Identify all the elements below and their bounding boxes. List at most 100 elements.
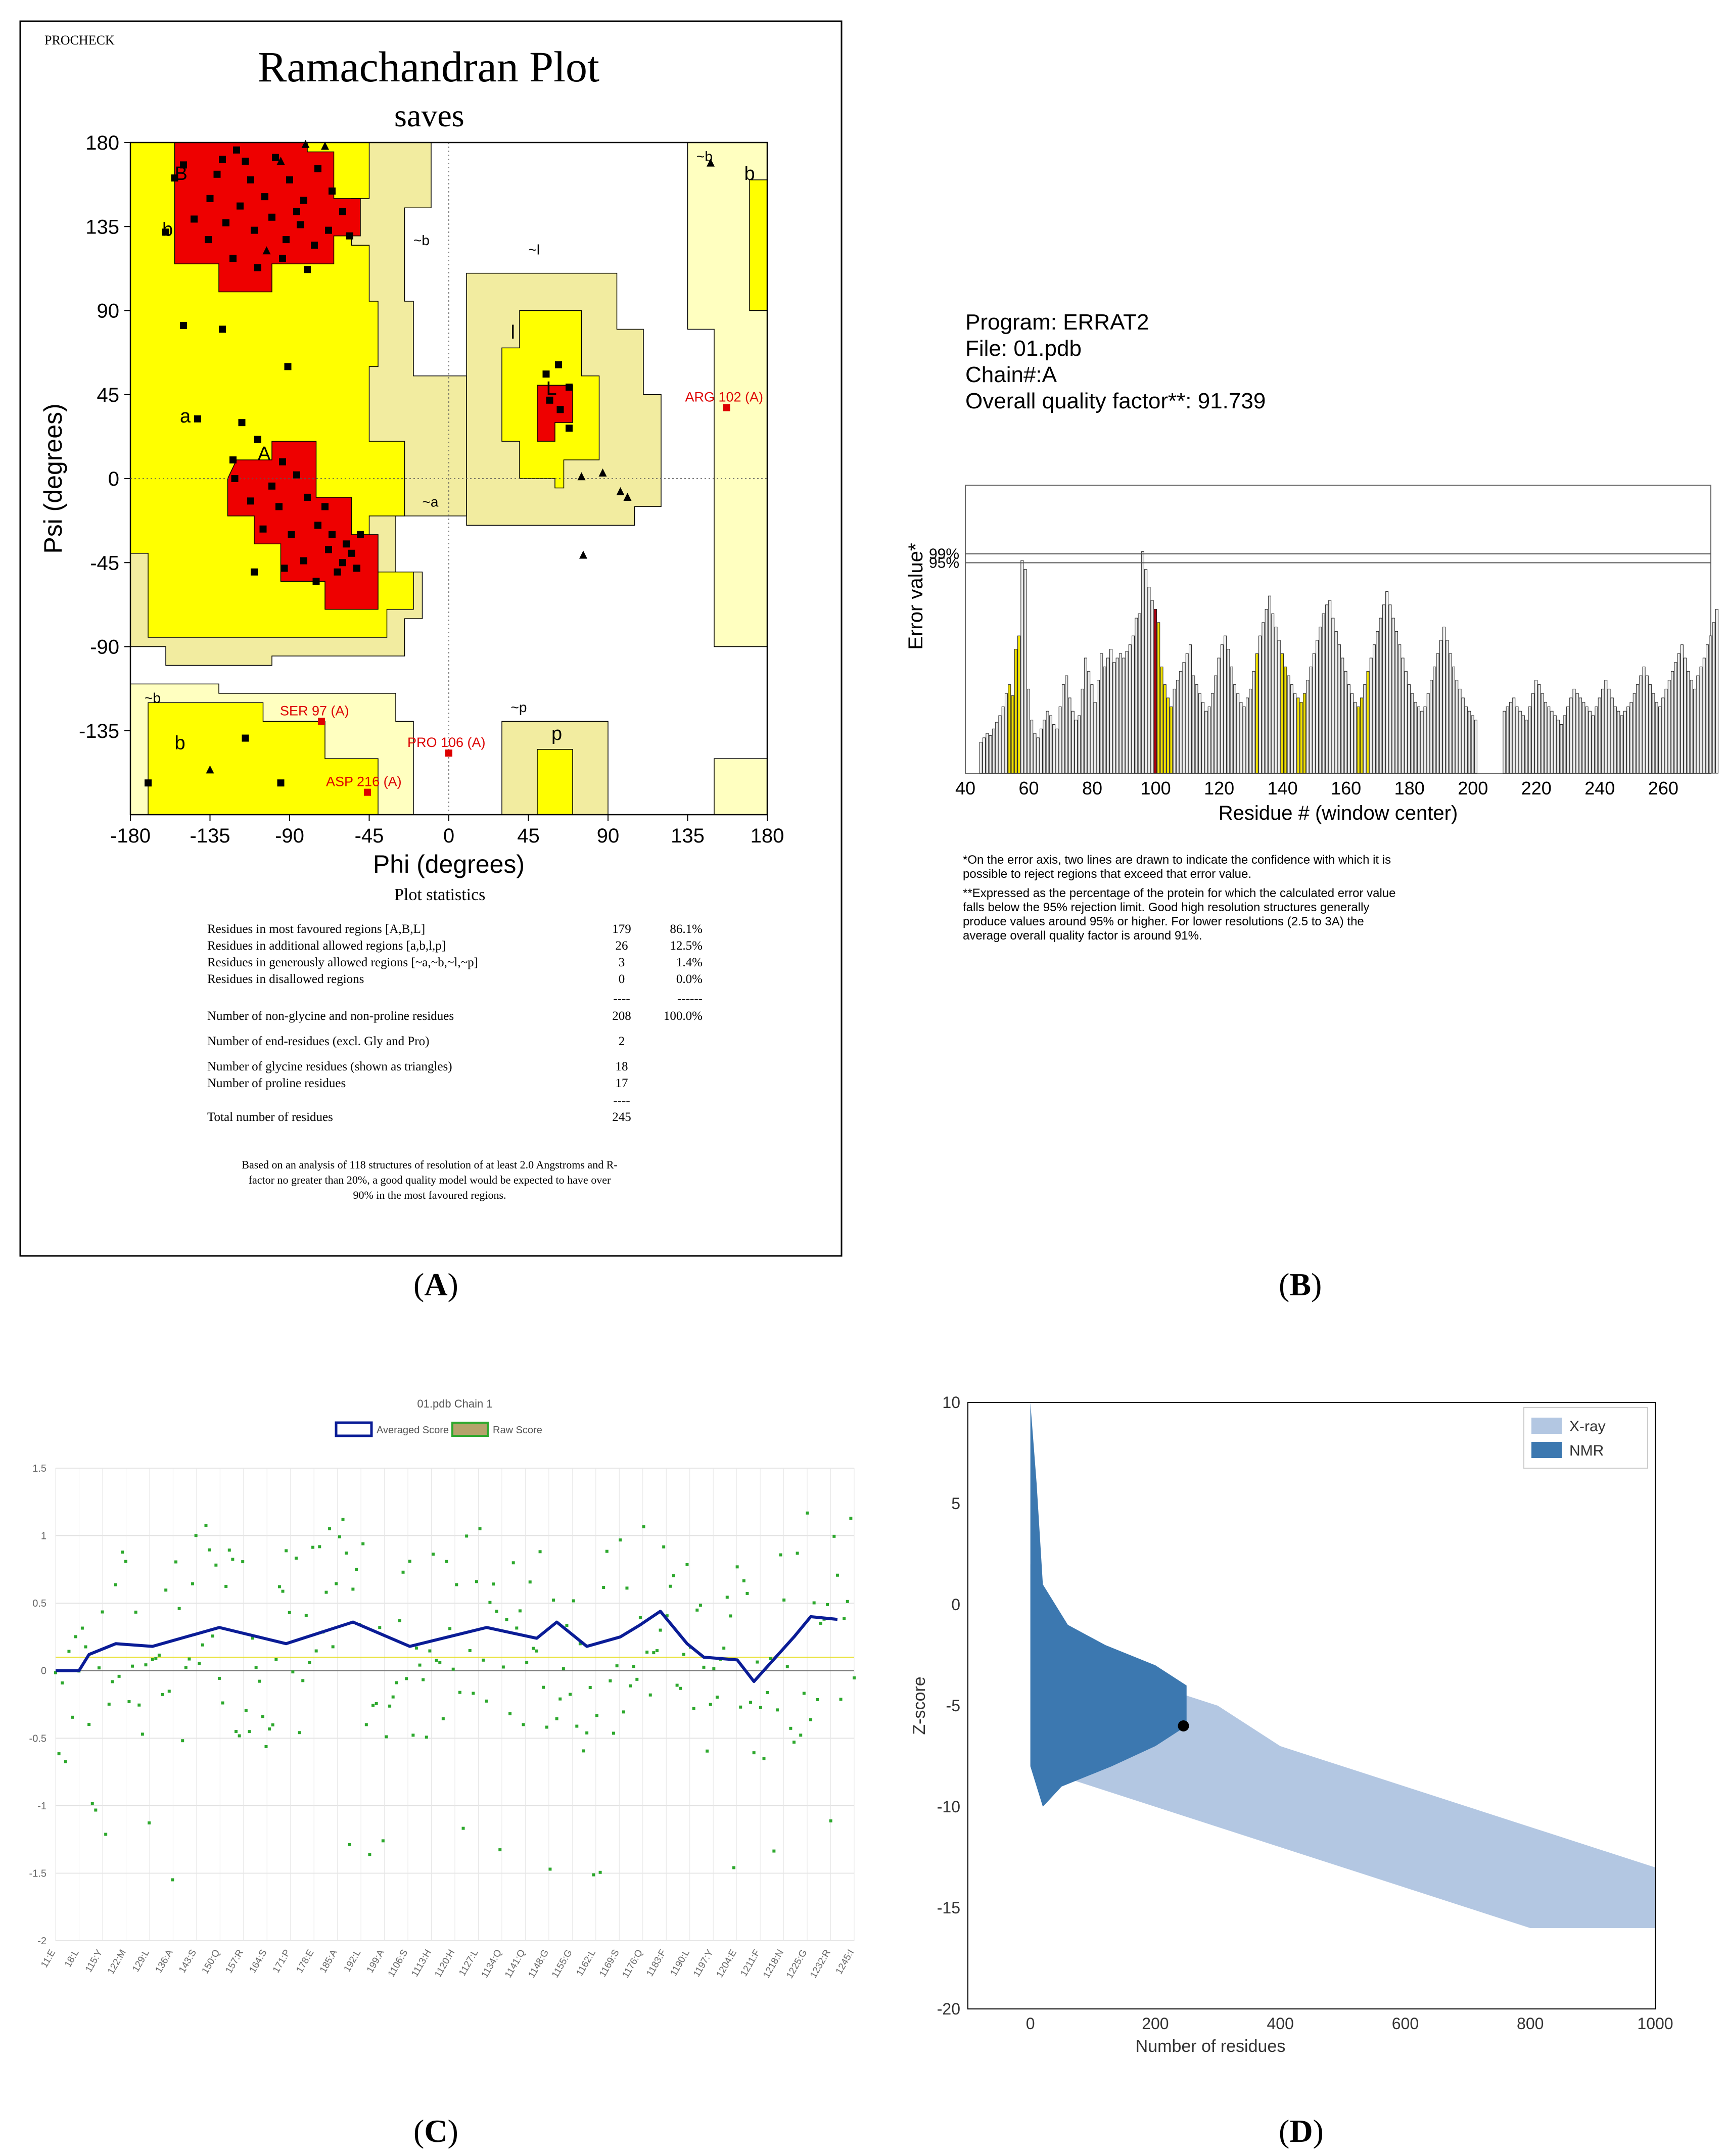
- x-tick-label: 1232:R: [808, 1948, 833, 1980]
- raw-score-point: [682, 1653, 685, 1656]
- raw-score-point: [766, 1691, 769, 1694]
- raw-score-point: [796, 1552, 799, 1555]
- error-bar: [1667, 680, 1671, 774]
- error-bar: [1195, 684, 1198, 774]
- error-bar: [1658, 706, 1661, 774]
- residue-point: [222, 219, 229, 226]
- raw-score-point: [505, 1618, 508, 1621]
- residue-point: [312, 578, 320, 585]
- raw-score-point: [558, 1697, 562, 1701]
- raw-score-point: [789, 1726, 792, 1730]
- residue-point: [556, 406, 564, 413]
- residue-point: [325, 546, 332, 553]
- panel-label-c: (C): [413, 2113, 458, 2149]
- raw-score-point: [418, 1663, 422, 1667]
- error-bar: [1144, 569, 1148, 774]
- raw-score-point: [54, 1671, 57, 1674]
- error-bar: [1607, 688, 1611, 774]
- error-bar: [1537, 684, 1541, 774]
- x-tick-label: -90: [275, 825, 304, 847]
- residue-point: [339, 559, 346, 567]
- raw-score-point: [90, 1802, 94, 1805]
- glycine-point: [577, 472, 586, 481]
- outlier-label: PRO 106 (A): [407, 735, 486, 750]
- error-bar-yellow: [1170, 706, 1173, 774]
- raw-score-point: [772, 1849, 776, 1853]
- x-tick-label: 1134:Q: [480, 1948, 504, 1980]
- residue-point: [284, 363, 292, 370]
- error-bar: [1645, 675, 1649, 774]
- error-bar: [1436, 653, 1439, 774]
- residue-point: [213, 170, 221, 178]
- raw-score-point: [211, 1634, 214, 1638]
- error-bar: [1617, 711, 1620, 774]
- error-bar: [1684, 658, 1687, 774]
- error-bar: [1525, 720, 1528, 774]
- raw-score-point: [405, 1677, 408, 1680]
- legend-nmr-swatch: [1531, 1442, 1562, 1458]
- error-bar: [1411, 693, 1414, 774]
- x-tick-label: 1162:L: [575, 1948, 598, 1978]
- raw-score-point: [819, 1621, 822, 1625]
- y-axis-label: Psi (degrees): [39, 403, 67, 553]
- error-bar: [1595, 706, 1598, 774]
- residue-point: [304, 493, 311, 501]
- stats-label: Number of glycine residues (shown as tri…: [207, 1060, 452, 1073]
- error-bar: [1132, 635, 1135, 774]
- error-bar: [1242, 706, 1246, 774]
- raw-score-point: [345, 1551, 348, 1555]
- region-label: l: [511, 322, 515, 343]
- error-bar: [1087, 671, 1091, 774]
- error-bar-yellow: [1017, 635, 1021, 774]
- error-bar: [1531, 693, 1534, 774]
- raw-score-point: [742, 1579, 745, 1582]
- raw-score-point: [451, 1667, 455, 1671]
- error-bar: [1052, 724, 1056, 774]
- error-bar: [1620, 715, 1623, 774]
- residue-point: [325, 226, 332, 234]
- nmr-cloud: [1030, 1402, 1187, 1807]
- x-tick-label: 90: [597, 825, 620, 847]
- error-bar: [1103, 667, 1106, 774]
- raw-score-point: [141, 1732, 144, 1736]
- error-bar: [1036, 737, 1040, 774]
- raw-score-point: [164, 1588, 168, 1592]
- raw-score-point: [575, 1724, 579, 1728]
- residue-point: [293, 471, 300, 479]
- error-bar-yellow: [1296, 697, 1300, 774]
- y-tick-label: 45: [97, 384, 120, 406]
- error-bar: [1503, 711, 1506, 774]
- raw-score-point: [258, 1679, 261, 1683]
- y-tick-label: 90: [97, 300, 120, 322]
- error-bar: [1632, 693, 1636, 774]
- raw-score-point: [729, 1614, 732, 1618]
- stats-label: Residues in most favoured regions [A,B,L…: [207, 922, 426, 936]
- error-bar: [1249, 688, 1252, 774]
- error-bar: [1150, 600, 1154, 774]
- raw-score-point: [839, 1698, 843, 1701]
- raw-score-point: [268, 1727, 271, 1731]
- x-tick-label: 1211:F: [738, 1948, 762, 1979]
- raw-score-point: [806, 1511, 809, 1515]
- raw-score-point: [698, 1604, 702, 1607]
- raw-score-point: [428, 1649, 432, 1653]
- raw-score-point: [80, 1626, 84, 1630]
- raw-score-point: [314, 1649, 318, 1653]
- raw-score-point: [264, 1745, 268, 1748]
- error-bar: [1312, 653, 1316, 774]
- residue-point: [254, 264, 261, 271]
- error-bar: [1623, 711, 1626, 774]
- error-bar: [1518, 711, 1522, 774]
- raw-score-point: [408, 1560, 411, 1563]
- raw-score-point: [227, 1549, 231, 1552]
- raw-score-point: [598, 1870, 602, 1874]
- averaged-score-line: [56, 1610, 838, 1683]
- raw-score-point: [695, 1608, 699, 1612]
- residue-point: [162, 228, 169, 236]
- glycine-point: [276, 156, 285, 165]
- error-bar: [1179, 671, 1183, 774]
- error-bar: [1687, 671, 1690, 774]
- glycine-point: [707, 158, 715, 167]
- error-bar: [1141, 551, 1144, 774]
- residue-point: [542, 370, 550, 378]
